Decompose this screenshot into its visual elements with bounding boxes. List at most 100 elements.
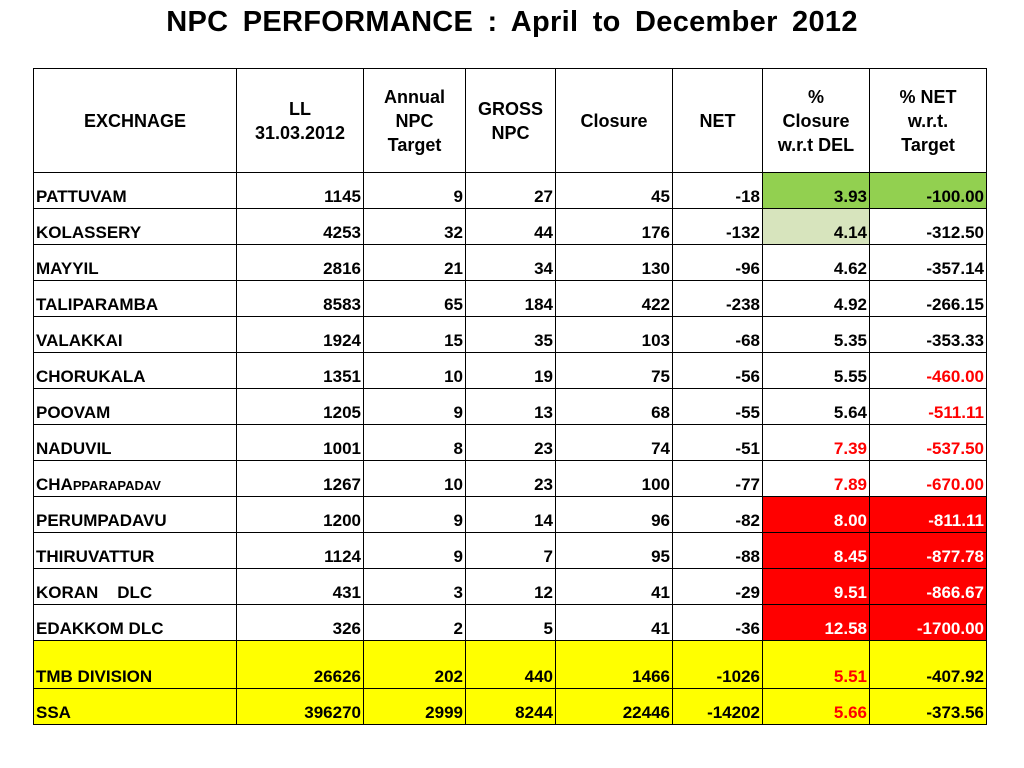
cell-pct-closure: 8.45: [762, 532, 870, 569]
cell-exchange: THIRUVATTUR: [33, 532, 237, 569]
cell-target: 8: [363, 424, 466, 461]
cell-pct-closure: 5.66: [762, 688, 870, 725]
table-row-naduvil: NADUVIL 1001 8 23 74 -51 7.39 -537.50: [33, 424, 987, 461]
cell-closure: 74: [555, 424, 673, 461]
cell-pct-closure: 7.39: [762, 424, 870, 461]
table-row-kolassery: KOLASSERY 4253 32 44 176 -132 4.14 -312.…: [33, 208, 987, 245]
table-row-thiruvattur: THIRUVATTUR 1124 9 7 95 -88 8.45 -877.78: [33, 532, 987, 569]
cell-pct-closure: 12.58: [762, 604, 870, 641]
cell-pct-net: -357.14: [869, 244, 987, 281]
cell-closure: 41: [555, 604, 673, 641]
cell-pct-closure: 4.62: [762, 244, 870, 281]
cell-target: 9: [363, 496, 466, 533]
cell-gross: 19: [465, 352, 556, 389]
cell-closure: 176: [555, 208, 673, 245]
cell-gross: 12: [465, 568, 556, 605]
cell-net: -55: [672, 388, 763, 425]
cell-pct-closure: 3.93: [762, 172, 870, 209]
cell-target: 2: [363, 604, 466, 641]
total-row-ssa: SSA 396270 2999 8244 22446 -14202 5.66 -…: [33, 688, 987, 725]
cell-pct-net: -877.78: [869, 532, 987, 569]
cell-exchange: CHAPPARAPADAV: [33, 460, 237, 497]
table-row-edakkom-dlc: EDAKKOM DLC 326 2 5 41 -36 12.58 -1700.0…: [33, 604, 987, 641]
cell-closure: 100: [555, 460, 673, 497]
cell-pct-net: -407.92: [869, 640, 987, 689]
cell-gross: 23: [465, 424, 556, 461]
cell-net: -82: [672, 496, 763, 533]
cell-target: 3: [363, 568, 466, 605]
cell-closure: 22446: [555, 688, 673, 725]
total-row-tmb-division: TMB DIVISION 26626 202 440 1466 -1026 5.…: [33, 640, 987, 689]
cell-ll: 326: [236, 604, 364, 641]
cell-exchange: SSA: [33, 688, 237, 725]
cell-pct-closure: 5.35: [762, 316, 870, 353]
cell-gross: 184: [465, 280, 556, 317]
cell-exchange: CHORUKALA: [33, 352, 237, 389]
cell-pct-net: -460.00: [869, 352, 987, 389]
table-row-pattuvam: PATTUVAM 1145 9 27 45 -18 3.93 -100.00: [33, 172, 987, 209]
cell-ll: 1205: [236, 388, 364, 425]
cell-gross: 440: [465, 640, 556, 689]
header-pct-closure: % Closure w.r.t DEL: [762, 68, 870, 173]
table-row-valakkai: VALAKKAI 1924 15 35 103 -68 5.35 -353.33: [33, 316, 987, 353]
cell-ll: 1001: [236, 424, 364, 461]
cell-pct-closure: 4.92: [762, 280, 870, 317]
cell-closure: 68: [555, 388, 673, 425]
table-row-koran-dlc: KORAN DLC 431 3 12 41 -29 9.51 -866.67: [33, 568, 987, 605]
cell-closure: 41: [555, 568, 673, 605]
cell-pct-net: -353.33: [869, 316, 987, 353]
cell-gross: 44: [465, 208, 556, 245]
header-exchange: EXCHNAGE: [33, 68, 237, 173]
cell-exchange: PERUMPADAVU: [33, 496, 237, 533]
table-row-poovam: POOVAM 1205 9 13 68 -55 5.64 -511.11: [33, 388, 987, 425]
cell-net: -132: [672, 208, 763, 245]
cell-net: -14202: [672, 688, 763, 725]
cell-pct-net: -670.00: [869, 460, 987, 497]
cell-exchange: VALAKKAI: [33, 316, 237, 353]
cell-closure: 103: [555, 316, 673, 353]
cell-gross: 8244: [465, 688, 556, 725]
cell-closure: 96: [555, 496, 673, 533]
cell-closure: 45: [555, 172, 673, 209]
cell-ll: 1124: [236, 532, 364, 569]
cell-gross: 7: [465, 532, 556, 569]
cell-ll: 396270: [236, 688, 364, 725]
cell-gross: 14: [465, 496, 556, 533]
cell-pct-net: -537.50: [869, 424, 987, 461]
cell-net: -238: [672, 280, 763, 317]
cell-pct-closure: 5.51: [762, 640, 870, 689]
cell-pct-closure: 7.89: [762, 460, 870, 497]
header-gross-npc: GROSS NPC: [465, 68, 556, 173]
table-row-perumpadavu: PERUMPADAVU 1200 9 14 96 -82 8.00 -811.1…: [33, 496, 987, 533]
cell-closure: 130: [555, 244, 673, 281]
npc-performance-table: EXCHNAGE LL 31.03.2012 Annual NPC Target GR…: [33, 68, 987, 725]
cell-net: -36: [672, 604, 763, 641]
cell-pct-net: -1700.00: [869, 604, 987, 641]
cell-pct-closure: 5.64: [762, 388, 870, 425]
cell-pct-closure: 4.14: [762, 208, 870, 245]
header-net: NET: [672, 68, 763, 173]
cell-ll: 1145: [236, 172, 364, 209]
cell-ll: 1200: [236, 496, 364, 533]
cell-exchange: MAYYIL: [33, 244, 237, 281]
cell-net: -1026: [672, 640, 763, 689]
header-closure: Closure: [555, 68, 673, 173]
cell-exchange: TMB DIVISION: [33, 640, 237, 689]
cell-pct-net: -511.11: [869, 388, 987, 425]
cell-gross: 5: [465, 604, 556, 641]
cell-exchange: NADUVIL: [33, 424, 237, 461]
cell-exchange: TALIPARAMBA: [33, 280, 237, 317]
cell-net: -29: [672, 568, 763, 605]
cell-target: 10: [363, 352, 466, 389]
cell-ll: 1351: [236, 352, 364, 389]
cell-ll: 1924: [236, 316, 364, 353]
page-title: NPC PERFORMANCE : April to December 2012: [166, 6, 858, 38]
cell-net: -77: [672, 460, 763, 497]
cell-gross: 35: [465, 316, 556, 353]
cell-ll: 1267: [236, 460, 364, 497]
cell-pct-net: -373.56: [869, 688, 987, 725]
cell-ll: 26626: [236, 640, 364, 689]
cell-gross: 23: [465, 460, 556, 497]
cell-pct-closure: 9.51: [762, 568, 870, 605]
cell-pct-net: -100.00: [869, 172, 987, 209]
